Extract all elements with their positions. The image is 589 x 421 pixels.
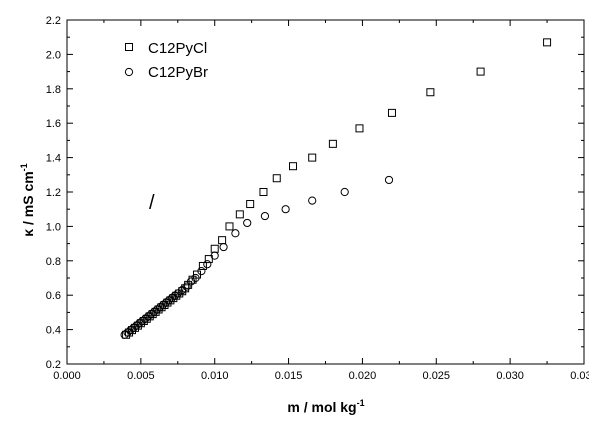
point-c12pybr [210, 251, 219, 260]
point-c12pybr [340, 187, 349, 197]
legend: C12PyCl C12PyBr [124, 40, 208, 81]
point-c12pybr [219, 242, 228, 252]
x-tick-label: 0.035 [570, 370, 589, 382]
point-c12pybr [141, 314, 150, 323]
point-c12pycl [289, 162, 298, 171]
point-c12pycl [198, 261, 207, 270]
point-c12pybr [132, 321, 141, 330]
x-tick-label: 0.015 [275, 370, 303, 382]
point-c12pycl [259, 188, 268, 196]
slash-annotation: / [149, 192, 155, 214]
y-tick-label: 1.8 [46, 84, 61, 96]
point-c12pycl [204, 255, 213, 264]
data-points [120, 38, 552, 339]
x-tick-label: 0.010 [201, 370, 229, 382]
point-c12pycl [225, 222, 234, 231]
x-tick-label: 0.020 [349, 370, 377, 382]
axis-ticks [66, 19, 585, 365]
x-tick-label: 0.005 [127, 370, 155, 382]
y-tick-label: 2.0 [46, 49, 61, 61]
point-c12pybr [243, 218, 252, 228]
y-tick-label: 1.2 [46, 187, 61, 199]
point-c12pycl [235, 210, 244, 219]
y-tick-label: 1.6 [46, 118, 61, 130]
y-tick-label: 1.0 [46, 221, 61, 233]
x-tick-label: 0.030 [496, 370, 524, 382]
y-tick-label: 2.2 [46, 15, 61, 27]
plot-frame [66, 19, 585, 365]
y-tick-label: 1.4 [46, 153, 61, 165]
point-c12pycl [476, 67, 485, 76]
point-c12pybr [308, 196, 317, 205]
legend-square-marker-icon [125, 43, 133, 51]
point-c12pycl [246, 200, 255, 209]
point-c12pybr [281, 205, 290, 214]
point-c12pycl [308, 153, 317, 162]
point-c12pycl [218, 236, 227, 245]
x-axis-title: m / mol kg-1 [287, 398, 364, 415]
legend-circle-marker-icon [124, 67, 134, 77]
y-tick-label: 0.6 [46, 290, 61, 302]
point-c12pybr [182, 282, 191, 291]
point-c12pybr [167, 294, 176, 303]
legend-label-c12pycl: C12PyCl [148, 40, 207, 57]
y-tick-label: 0.2 [46, 359, 61, 371]
point-c12pycl [355, 124, 364, 133]
point-c12pybr [384, 175, 394, 185]
y-tick-labels: 0.2 0.4 0.6 0.8 1.0 1.2 1.4 1.6 1.8 2.0 2.2 [46, 15, 61, 371]
point-c12pycl [426, 88, 435, 97]
legend-label-c12pybr: C12PyBr [148, 64, 208, 81]
x-tick-labels: 0.000 0.005 0.010 0.015 0.020 0.025 0.030 0.035 [53, 370, 589, 382]
point-c12pycl [387, 108, 396, 117]
y-tick-label: 0.4 [46, 325, 61, 337]
point-c12pycl [210, 244, 219, 253]
point-c12pybr [203, 260, 212, 269]
point-c12pybr [191, 273, 200, 283]
point-c12pycl [543, 38, 552, 47]
point-c12pybr [150, 307, 159, 316]
point-c12pybr [197, 267, 206, 276]
point-c12pybr [123, 328, 132, 337]
point-c12pycl [328, 139, 337, 148]
point-c12pybr [231, 229, 240, 238]
point-c12pybr [158, 300, 168, 310]
y-axis-title: κ / mS cm-1 [19, 163, 36, 236]
x-tick-label: 0.000 [53, 370, 81, 382]
x-tick-label: 0.025 [423, 370, 451, 382]
point-c12pybr [260, 211, 270, 221]
point-c12pycl [272, 174, 281, 183]
y-tick-label: 0.8 [46, 256, 61, 268]
